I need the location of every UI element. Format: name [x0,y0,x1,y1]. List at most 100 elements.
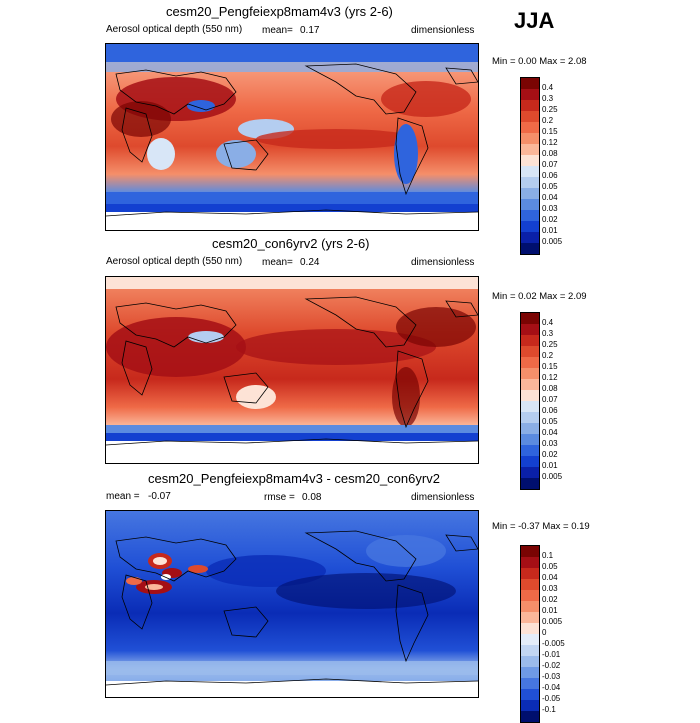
colorbar-label: -0.02 [542,661,561,670]
colorbar-swatch [521,177,539,188]
colorbar-swatch [521,324,539,335]
colorbar-label: 0.4 [542,318,554,327]
colorbar-label: 0.02 [542,450,558,459]
colorbar-swatch [521,634,539,645]
panel-1-map [105,43,479,231]
colorbar-label: 0.02 [542,595,558,604]
colorbar-swatch [521,243,539,254]
colorbar-label: -0.005 [542,639,565,648]
colorbar-swatch [521,612,539,623]
panel-1-mean-label: mean= [262,25,293,36]
colorbar-label: -0.04 [542,683,561,692]
panel-3-title: cesm20_Pengfeiexp8mam4v3 - cesm20_con6yr… [148,471,440,486]
colorbar-swatch [521,546,539,557]
colorbar-label: 0.03 [542,204,558,213]
panel-3-colorbar [520,545,540,723]
colorbar-label: 0.005 [542,472,563,481]
panel-3-mean-value: -0.07 [148,491,171,502]
colorbar-swatch [521,678,539,689]
colorbar-label: 0.05 [542,182,558,191]
colorbar-label: 0.04 [542,193,558,202]
colorbar-swatch [521,122,539,133]
colorbar-swatch [521,357,539,368]
colorbar-label: 0.2 [542,116,554,125]
colorbar-label: -0.05 [542,694,561,703]
colorbar-label: 0.25 [542,105,558,114]
colorbar-label: 0.03 [542,584,558,593]
panel-1-minmax: Min = 0.00 Max = 2.08 [492,56,587,67]
panel-1-units: dimensionless [411,25,475,36]
colorbar-swatch [521,133,539,144]
panel-3-rmse-label: rmse = [264,492,295,503]
colorbar-label: 0.07 [542,395,558,404]
panel-1-variable: Aerosol optical depth (550 nm) [106,24,243,35]
colorbar-label: 0.2 [542,351,554,360]
colorbar-swatch [521,568,539,579]
colorbar-label: 0.005 [542,617,563,626]
colorbar-swatch [521,423,539,434]
colorbar-swatch [521,645,539,656]
colorbar-label: 0.05 [542,562,558,571]
panel-1-title: cesm20_Pengfeiexp8mam4v3 (yrs 2-6) [166,4,393,19]
panel-3-minmax: Min = -0.37 Max = 0.19 [492,521,590,532]
colorbar-swatch [521,579,539,590]
colorbar-swatch [521,711,539,722]
colorbar-swatch [521,155,539,166]
panel-3-mean-label: mean = [106,491,140,502]
colorbar-swatch [521,199,539,210]
colorbar-swatch [521,412,539,423]
panel-2-units: dimensionless [411,257,475,268]
colorbar-label: 0.06 [542,406,558,415]
colorbar-swatch [521,188,539,199]
colorbar-label: 0.3 [542,94,554,103]
colorbar-swatch [521,221,539,232]
colorbar-label: 0.06 [542,171,558,180]
colorbar-swatch [521,89,539,100]
colorbar-swatch [521,445,539,456]
colorbar-swatch [521,100,539,111]
colorbar-swatch [521,313,539,324]
colorbar-label: 0 [542,628,547,637]
panel-2-map [105,276,479,464]
colorbar-label: 0.12 [542,138,558,147]
colorbar-label: 0.02 [542,215,558,224]
colorbar-label: 0.04 [542,428,558,437]
colorbar-label: 0.25 [542,340,558,349]
colorbar-label: 0.01 [542,226,558,235]
panel-2-mean-label: mean= [262,257,293,268]
panel-2-colorbar [520,312,540,490]
colorbar-swatch [521,656,539,667]
colorbar-label: 0.15 [542,362,558,371]
colorbar-swatch [521,368,539,379]
colorbar-swatch [521,623,539,634]
colorbar-label: 0.3 [542,329,554,338]
colorbar-label: -0.01 [542,650,561,659]
colorbar-swatch [521,379,539,390]
colorbar-swatch [521,111,539,122]
panel-1-mean-value: 0.17 [300,25,320,36]
colorbar-swatch [521,601,539,612]
colorbar-label: 0.12 [542,373,558,382]
colorbar-label: 0.08 [542,384,558,393]
colorbar-swatch [521,467,539,478]
colorbar-label: 0.005 [542,237,563,246]
colorbar-swatch [521,335,539,346]
colorbar-label: 0.08 [542,149,558,158]
panel-2-minmax: Min = 0.02 Max = 2.09 [492,291,587,302]
colorbar-label: 0.15 [542,127,558,136]
colorbar-label: 0.01 [542,606,558,615]
colorbar-swatch [521,346,539,357]
panel-2-mean-value: 0.24 [300,257,320,268]
colorbar-swatch [521,210,539,221]
colorbar-label: 0.03 [542,439,558,448]
colorbar-swatch [521,456,539,467]
colorbar-label: -0.03 [542,672,561,681]
panel-2-variable: Aerosol optical depth (550 nm) [106,256,243,267]
colorbar-swatch [521,232,539,243]
colorbar-swatch [521,166,539,177]
colorbar-label: 0.01 [542,461,558,470]
colorbar-label: 0.4 [542,83,554,92]
panel-3-rmse-value: 0.08 [302,492,322,503]
colorbar-label: 0.04 [542,573,558,582]
colorbar-swatch [521,700,539,711]
